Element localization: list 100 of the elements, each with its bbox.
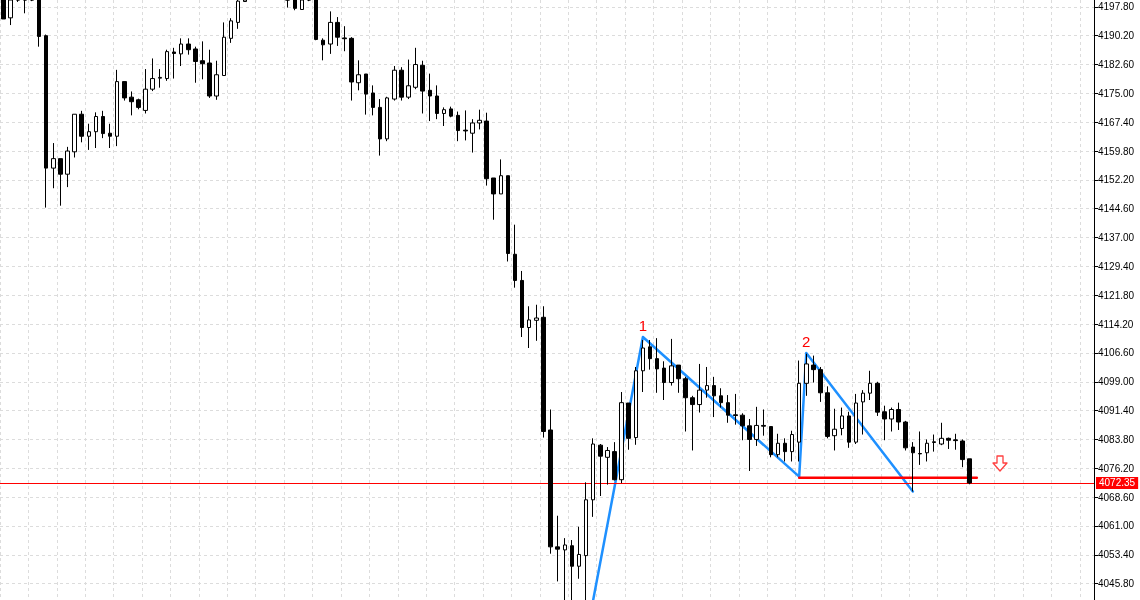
- y-tick-label: 4121.80: [1098, 289, 1135, 301]
- candlestick: [619, 391, 624, 484]
- candlestick: [8, 0, 13, 26]
- candlestick: [293, 0, 297, 11]
- candlestick: [186, 37, 191, 56]
- candlestick: [634, 366, 638, 446]
- candlestick: [840, 407, 844, 436]
- candlestick: [605, 446, 610, 486]
- candlestick: [65, 146, 70, 188]
- candlestick: [200, 40, 205, 80]
- candlestick: [484, 112, 489, 187]
- candlestick: [769, 426, 773, 458]
- candlestick: [328, 10, 333, 55]
- candlestick: [818, 366, 823, 403]
- candlestick: [449, 106, 453, 118]
- y-tick-label: 4068.60: [1098, 491, 1135, 503]
- y-tick-label: 4129.40: [1098, 260, 1135, 272]
- candlestick: [491, 177, 496, 221]
- candlestick: [854, 393, 858, 445]
- candlestick: [641, 339, 645, 393]
- candlestick: [399, 66, 404, 102]
- candlestick: [314, 0, 318, 41]
- candlestick: [534, 304, 539, 342]
- candlestick: [577, 526, 581, 580]
- y-tick-label: 4061.00: [1098, 520, 1135, 532]
- y-tick-label: 4152.20: [1098, 174, 1135, 186]
- candlestick: [690, 395, 695, 451]
- candlestick: [207, 49, 212, 99]
- y-tick-label: 4137.00: [1098, 232, 1135, 244]
- candlestick: [548, 408, 553, 555]
- candlestick: [406, 59, 411, 100]
- candlestick: [939, 422, 944, 446]
- candlestick: [747, 418, 752, 472]
- y-tick-label: 4144.60: [1098, 203, 1135, 215]
- candlestick: [967, 458, 972, 485]
- y-tick-label: 4114.20: [1098, 318, 1134, 330]
- candlestick: [222, 21, 226, 77]
- candlestick: [79, 110, 84, 143]
- y-tick-label: 4076.20: [1098, 462, 1135, 474]
- candlestick: [662, 360, 666, 401]
- candlestick: [179, 37, 183, 67]
- candlestick: [911, 441, 915, 492]
- candlestick: [861, 389, 865, 436]
- candlestick: [570, 539, 574, 600]
- candlestick: [925, 438, 929, 462]
- candlestick: [626, 402, 631, 451]
- candlestick: [1, 0, 6, 20]
- candlestick: [946, 437, 951, 450]
- candlestick: [371, 84, 375, 116]
- candlestick: [527, 305, 531, 349]
- candlestick: [513, 224, 517, 289]
- candlestick: [896, 402, 901, 431]
- candlestick: [456, 111, 460, 142]
- candlestick: [236, 0, 240, 30]
- candlestick: [541, 305, 546, 439]
- ref-line-label: 4072.35: [1099, 477, 1136, 489]
- candlestick: [754, 406, 759, 447]
- candlestick: [790, 430, 794, 462]
- candlestick: [300, 0, 304, 10]
- candlestick: [584, 481, 588, 600]
- candlestick: [349, 36, 354, 102]
- y-tick-label: 4197.80: [1098, 1, 1135, 13]
- candlestick: [932, 434, 936, 453]
- candlestick: [733, 393, 738, 426]
- candlestick: [392, 65, 397, 102]
- candlestick: [555, 515, 560, 582]
- y-tick-label: 4175.00: [1098, 87, 1135, 99]
- candlestick: [44, 34, 48, 209]
- y-tick-label: 4106.60: [1098, 347, 1135, 359]
- candlestick: [903, 420, 908, 451]
- y-tick-label: 4045.80: [1098, 578, 1135, 590]
- candlestick: [953, 433, 958, 451]
- candlestick: [413, 47, 418, 90]
- candlestick: [697, 363, 702, 414]
- candlestick: [797, 360, 801, 462]
- candlestick: [87, 123, 91, 151]
- candlestick: [875, 381, 880, 417]
- y-tick-label: 4190.20: [1098, 30, 1135, 42]
- candlestick: [129, 90, 134, 116]
- candlestick: [193, 46, 198, 84]
- candlestick: [101, 110, 105, 139]
- candlestick: [847, 411, 851, 449]
- candlestick: [960, 438, 965, 468]
- candlestick: [51, 142, 56, 189]
- y-tick-label: 4099.00: [1098, 376, 1135, 388]
- candlestick: [712, 376, 716, 418]
- candlestick: [463, 109, 468, 141]
- candlestick: [108, 123, 112, 149]
- candlestick: [442, 106, 446, 127]
- candlestick: [143, 68, 148, 114]
- candlestick: [428, 73, 432, 122]
- candlestick: [37, 0, 41, 48]
- candlestick: [94, 111, 98, 149]
- candlestick: [918, 431, 922, 466]
- candlestick: [477, 109, 482, 130]
- candlestick: [378, 98, 382, 157]
- candlestick: [761, 408, 766, 437]
- y-tick-label: 4182.60: [1098, 59, 1135, 71]
- candlestick: [882, 405, 887, 441]
- candlestick: [385, 96, 389, 142]
